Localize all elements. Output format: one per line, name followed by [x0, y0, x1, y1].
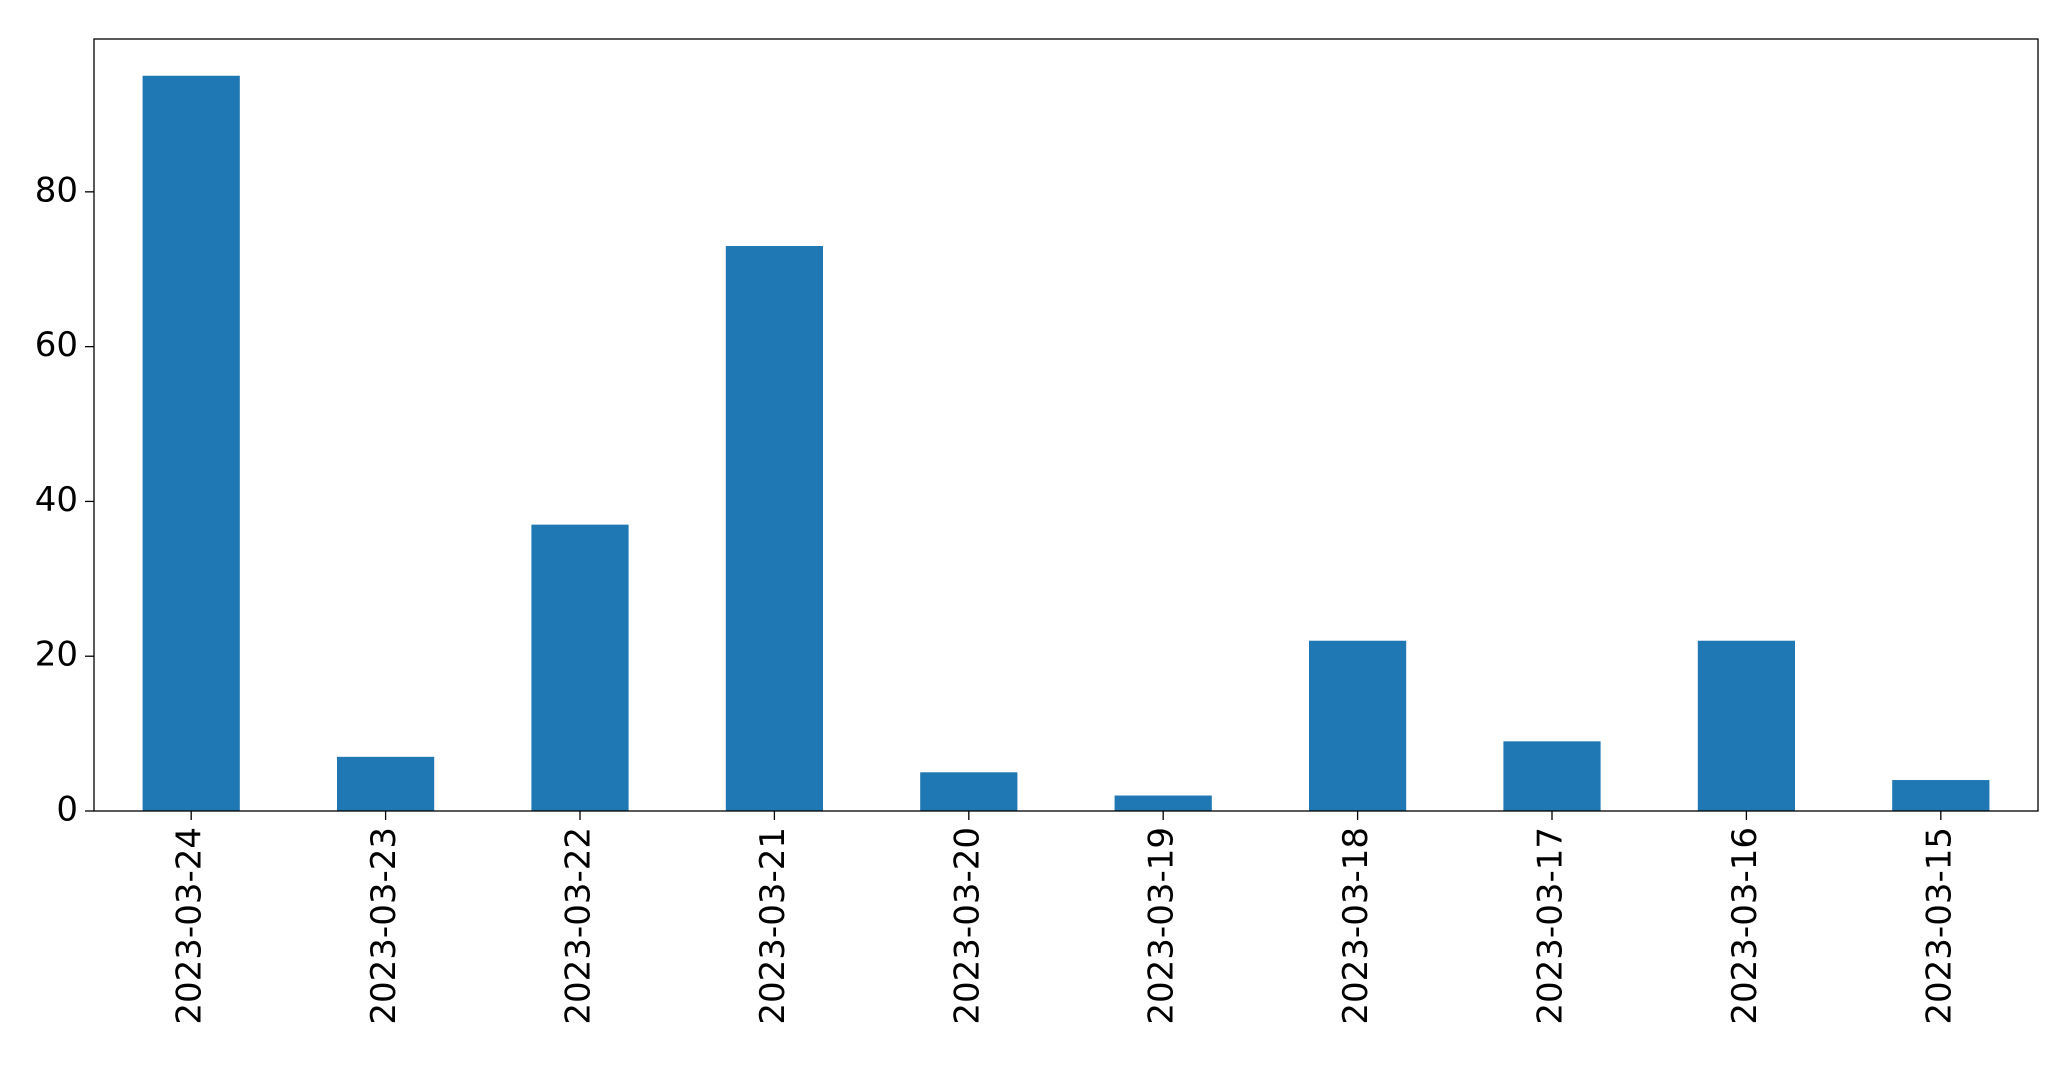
bars-layer — [142, 75, 1990, 811]
bar-2023-03-19 — [1114, 795, 1212, 811]
bar-2023-03-23 — [337, 756, 435, 811]
bar-2023-03-17 — [1503, 741, 1601, 811]
y-tick-label: 40 — [35, 480, 78, 520]
bar-2023-03-16 — [1697, 640, 1795, 811]
y-tick-label: 0 — [56, 790, 78, 830]
bar-2023-03-20 — [920, 772, 1018, 811]
bar-2023-03-18 — [1309, 640, 1407, 811]
x-tick-label: 2023-03-24 — [170, 827, 210, 1025]
bar-2023-03-22 — [531, 524, 629, 811]
bar-2023-03-21 — [725, 246, 823, 811]
y-axis: 0 20 40 60 80 — [35, 170, 94, 830]
x-axis: 2023-03-24 2023-03-23 2023-03-22 2023-03-21… — [170, 811, 1959, 1025]
x-tick-label: 2023-03-16 — [1725, 827, 1765, 1025]
x-tick-label: 2023-03-18 — [1336, 827, 1376, 1025]
y-tick-label: 80 — [35, 170, 78, 210]
x-tick-label: 2023-03-17 — [1531, 827, 1571, 1025]
x-tick-label: 2023-03-21 — [753, 827, 793, 1025]
y-tick-label: 20 — [35, 635, 78, 675]
bar-2023-03-15 — [1892, 780, 1990, 811]
x-tick-label: 2023-03-20 — [947, 827, 987, 1025]
x-tick-label: 2023-03-23 — [364, 827, 404, 1025]
x-tick-label: 2023-03-22 — [559, 827, 599, 1025]
x-tick-label: 2023-03-15 — [1919, 827, 1959, 1025]
x-tick-label: 2023-03-19 — [1142, 827, 1182, 1025]
y-tick-label: 60 — [35, 325, 78, 365]
bar-2023-03-24 — [142, 75, 240, 811]
plot-frame — [93, 38, 2039, 812]
